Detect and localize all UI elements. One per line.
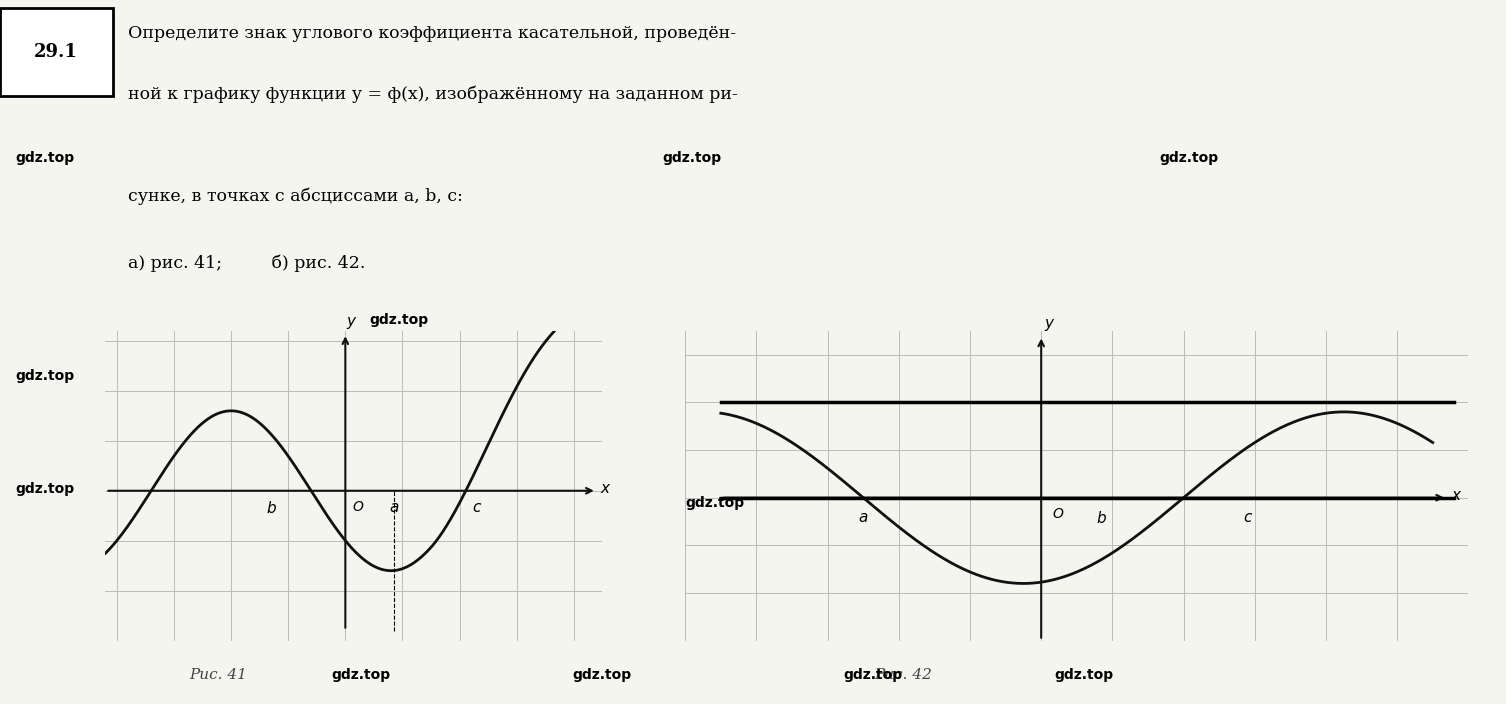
Text: $O$: $O$ <box>1051 507 1065 521</box>
Text: gdz.top: gdz.top <box>1160 151 1218 165</box>
Text: $c$: $c$ <box>471 500 482 515</box>
Text: ной к графику функции у = ф(х), изображённому на заданном ри-: ной к графику функции у = ф(х), изображё… <box>128 86 738 103</box>
Text: $b$: $b$ <box>265 500 277 516</box>
Text: $y$: $y$ <box>1044 318 1056 333</box>
Text: gdz.top: gdz.top <box>572 668 631 682</box>
Text: gdz.top: gdz.top <box>15 482 74 496</box>
Text: gdz.top: gdz.top <box>663 151 721 165</box>
Text: $c$: $c$ <box>1242 510 1253 524</box>
Text: $x$: $x$ <box>599 481 611 496</box>
Text: Рис. 42: Рис. 42 <box>875 668 932 682</box>
Text: $y$: $y$ <box>346 315 358 331</box>
Text: Рис. 41: Рис. 41 <box>190 668 247 682</box>
Text: $x$: $x$ <box>1450 488 1462 503</box>
Text: $a$: $a$ <box>389 500 399 515</box>
Text: $a$: $a$ <box>858 510 869 524</box>
Text: gdz.top: gdz.top <box>15 369 74 383</box>
Text: а) рис. 41;         б) рис. 42.: а) рис. 41; б) рис. 42. <box>128 255 366 272</box>
Text: gdz.top: gdz.top <box>15 151 74 165</box>
Text: gdz.top: gdz.top <box>685 496 744 510</box>
Text: Определите знак углового коэффициента касательной, проведён-: Определите знак углового коэффициента ка… <box>128 25 736 42</box>
Text: gdz.top: gdz.top <box>843 668 902 682</box>
Text: gdz.top: gdz.top <box>331 668 390 682</box>
Text: $O$: $O$ <box>352 500 364 514</box>
FancyBboxPatch shape <box>0 8 113 96</box>
Text: gdz.top: gdz.top <box>1054 668 1113 682</box>
Text: $b$: $b$ <box>1096 510 1107 526</box>
Text: сунке, в точках с абсциссами а, b, c:: сунке, в точках с абсциссами а, b, c: <box>128 187 462 205</box>
Text: gdz.top: gdz.top <box>369 313 428 327</box>
Text: 29.1: 29.1 <box>33 44 78 61</box>
